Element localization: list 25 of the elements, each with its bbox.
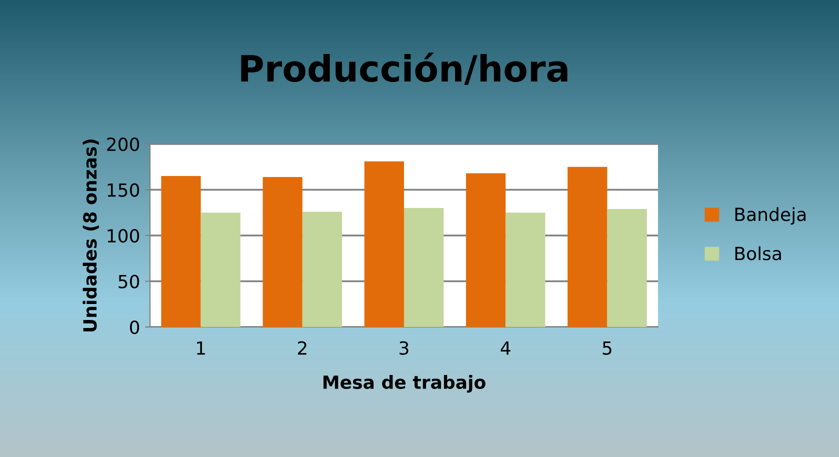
x-tick-label: 4: [500, 341, 510, 355]
y-tick-label: 150: [108, 183, 140, 197]
bar: [506, 212, 546, 327]
bar: [262, 176, 302, 327]
x-tick-label: 3: [400, 341, 408, 355]
bar: [404, 208, 444, 327]
legend-label: Bandeja: [735, 207, 806, 225]
bar: [200, 212, 240, 327]
y-tick-label: 100: [108, 228, 140, 243]
bar: [607, 208, 647, 327]
bar: [302, 212, 342, 327]
legend-label: Bolsa: [735, 246, 781, 260]
x-axis-title: Mesa de trabajo: [324, 375, 486, 393]
y-axis-title: Unidades (8 onzas): [82, 140, 99, 332]
bar: [364, 161, 404, 327]
y-tick-label: 200: [107, 137, 140, 152]
x-tick-label: 1: [197, 341, 205, 355]
y-tick-label: 50: [118, 274, 140, 288]
chart-title: Producción/hora: [241, 52, 568, 85]
bar: [161, 176, 201, 327]
y-tick-label: 0: [130, 320, 140, 334]
x-tick-label: 5: [602, 341, 612, 355]
x-tick-label: 2: [298, 341, 306, 355]
bar: [466, 173, 506, 327]
bar: [568, 166, 608, 327]
